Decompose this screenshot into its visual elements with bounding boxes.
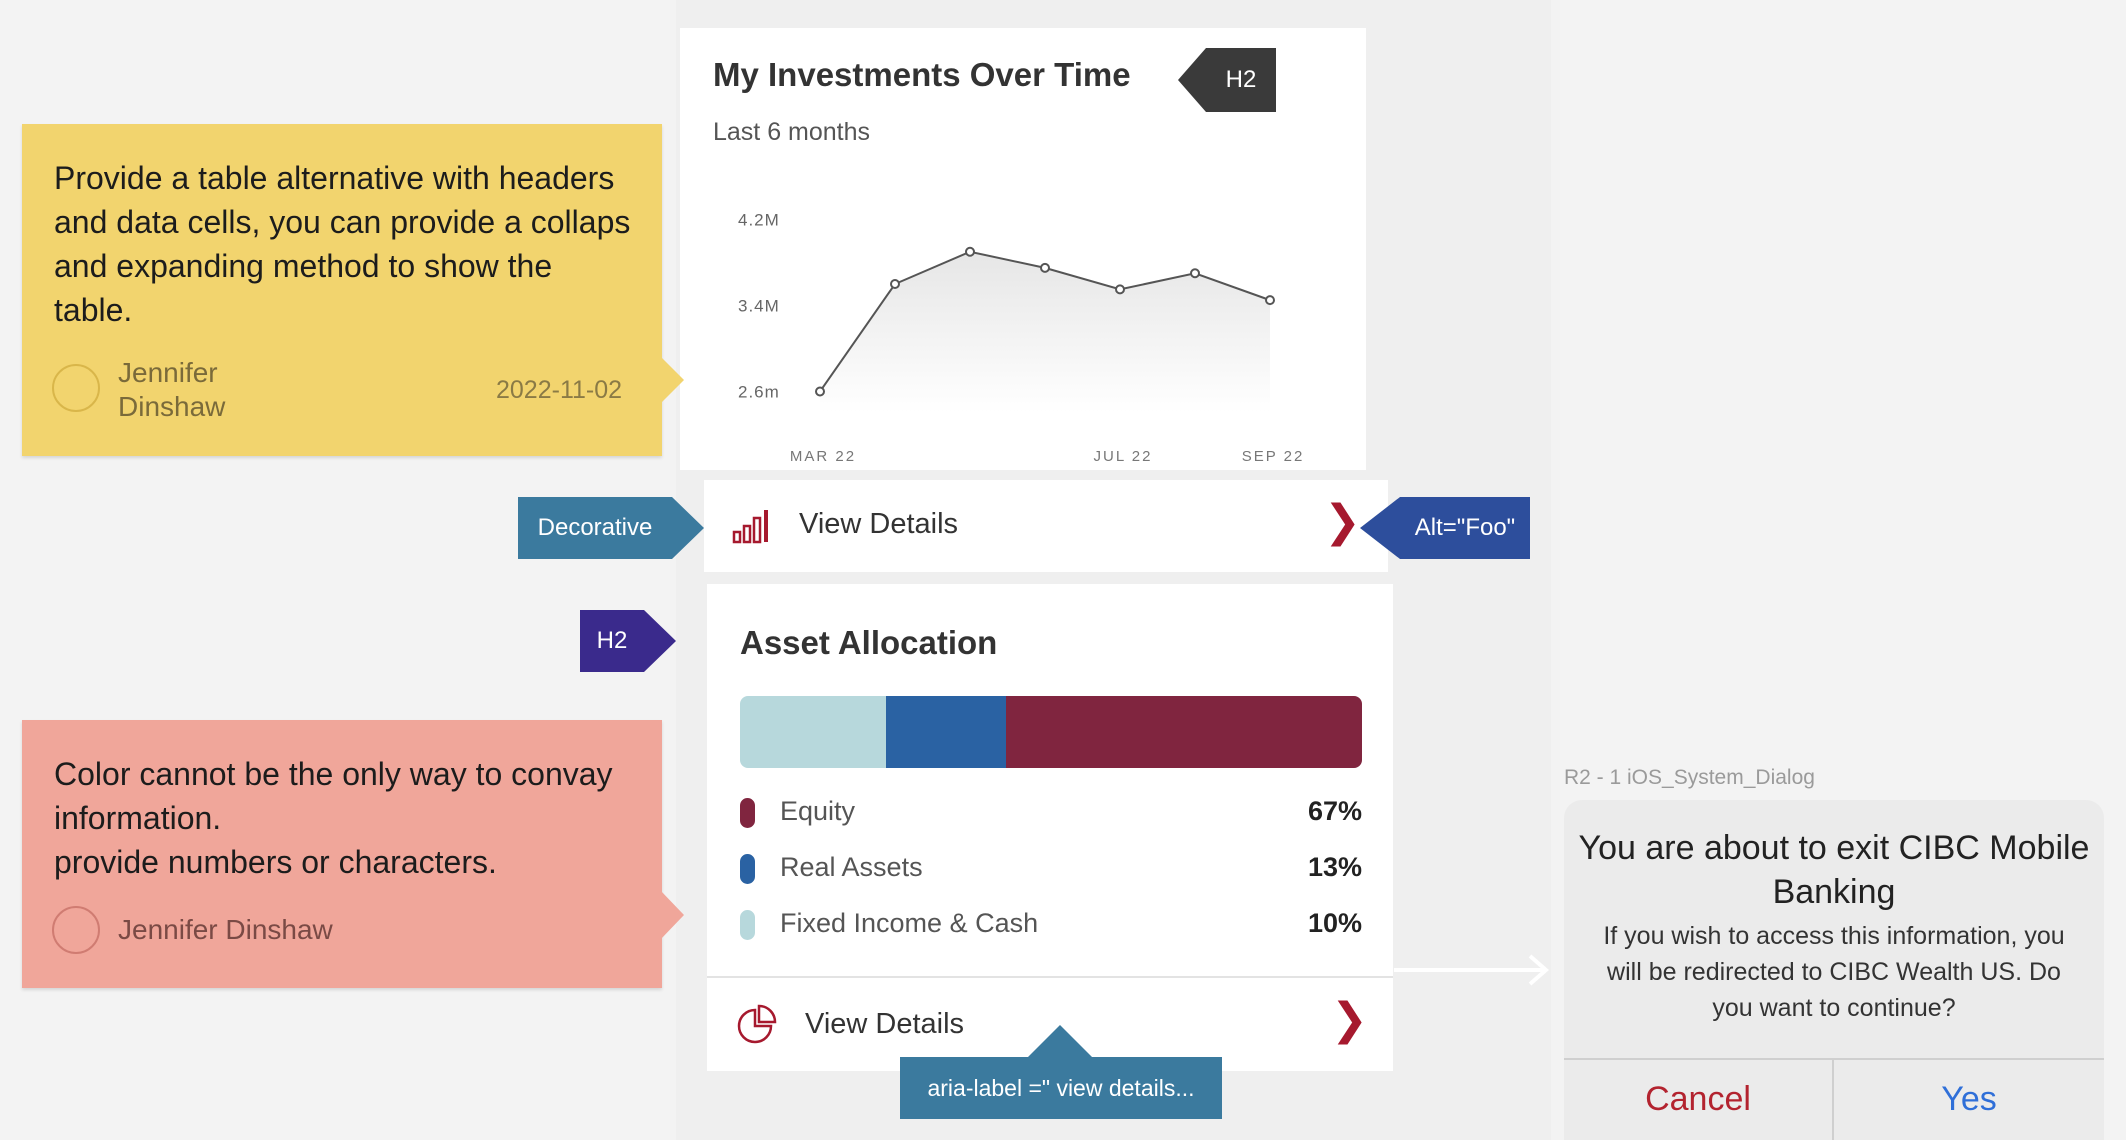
note-pointer [660,356,684,404]
ios-system-dialog: You are about to exit CIBC Mobile Bankin… [1564,800,2104,1140]
cancel-button[interactable]: Cancel [1645,1080,1751,1118]
fixed-income-swatch [740,910,755,940]
equity-swatch [740,798,755,828]
real-assets-segment [885,696,1006,768]
data-point [1265,295,1275,306]
comment-note-color: Color cannot be the only way to convay i… [22,720,662,988]
note-text: Color cannot be the only way to convay i… [54,756,613,880]
investments-title: My Investments Over Time [713,56,1131,93]
asset-allocation-card: Asset Allocation Equity 67% Real Assets … [707,584,1393,1071]
note-pointer [660,890,684,940]
data-point [1040,262,1050,273]
tag-h2-asset: H2 [580,610,644,672]
data-point [890,279,900,289]
note-author: Jennifer Dinshaw [118,914,333,945]
legend-percent: 10% [1307,908,1362,938]
legend-label: Real Assets [780,852,923,882]
asset-view-details-label[interactable]: View Details [805,1008,965,1040]
avatar [52,906,100,954]
tag-h2-investments: H2 [1206,48,1276,112]
series-area [820,251,1270,413]
investments-chart: 4.2M 3.4M 2.6m MAR 22 JUL 22 SEP 22 [738,211,1305,466]
y-tick-label: 3.4M [738,297,780,316]
yes-button[interactable]: Yes [1941,1080,1997,1118]
avatar [52,364,100,412]
dialog-divider [1564,1058,2104,1060]
bar-chart-icon [732,510,768,544]
investments-subtitle: Last 6 months [713,118,871,146]
y-tick-label: 2.6m [738,383,780,402]
allocation-stacked-bar [740,696,1362,768]
legend-row-fixed-income: Fixed Income & Cash 10% [740,906,1362,942]
tag-pointer [1360,497,1400,559]
tag-alt: Alt="Foo" [1400,497,1530,559]
data-point [1190,268,1200,279]
real-assets-swatch [740,854,755,884]
x-tick-label: MAR 22 [790,448,856,465]
chevron-right-icon[interactable]: ❯ [1331,995,1368,1044]
comment-note-table: Provide a table alternative with headers… [22,124,662,456]
chevron-right-icon: ❯ [1324,497,1361,546]
investments-view-details-row[interactable]: View Details ❯ [704,480,1388,572]
tag-pointer [1028,1025,1092,1057]
dialog-button-divider [1832,1058,1834,1140]
legend-percent: 67% [1307,796,1362,826]
investments-view-details-label: View Details [799,508,959,540]
divider [707,976,1393,978]
tag-pointer [1178,48,1206,112]
data-point [1115,284,1125,295]
note-author: Jennifer Dinshaw [118,357,226,422]
asset-allocation-title: Asset Allocation [740,624,998,661]
legend-row-real-assets: Real Assets 13% [740,850,1362,886]
tag-pointer [672,497,704,559]
x-tick-label: JUL 22 [1094,448,1153,465]
legend-percent: 13% [1307,852,1362,882]
data-point [815,386,825,397]
legend-label: Fixed Income & Cash [780,908,1039,938]
fixed-income-segment [740,696,886,768]
legend-row-equity: Equity 67% [740,794,1362,830]
equity-segment [1005,696,1362,768]
pie-chart-icon [737,1004,777,1044]
x-tick-label: SEP 22 [1242,448,1305,465]
legend-label: Equity [780,796,856,826]
data-point [965,246,975,257]
dialog-message: If you wish to access this information, … [1603,922,2065,1022]
dialog-title: You are about to exit CIBC Mobile Bankin… [1578,829,2090,911]
note-text: Provide a table alternative with headers… [54,160,631,328]
tag-decorative: Decorative [518,497,672,559]
connector-arrow [1394,954,1550,986]
note-date: 2022-11-02 [496,376,623,404]
tag-aria-label: aria-label =" view details... [900,1057,1222,1119]
dialog-caption: R2 - 1 iOS_System_Dialog [1564,766,1815,789]
tag-pointer [644,610,676,672]
y-tick-label: 4.2M [738,211,780,230]
